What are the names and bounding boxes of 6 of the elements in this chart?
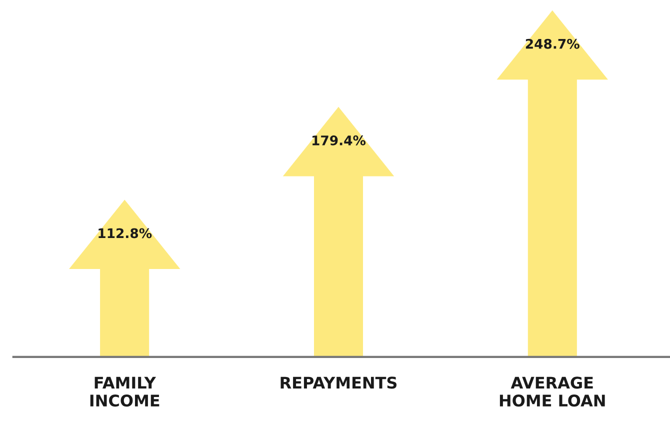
x-tick-label: FAMILY INCOME: [90, 376, 160, 407]
data-label: 248.7%: [526, 38, 580, 49]
data-label: 112.8%: [98, 228, 152, 238]
data-label: 179.4%: [312, 135, 366, 146]
x-tick-label: REPAYMENTS: [280, 376, 397, 389]
x-tick-label: AVERAGE HOME LOAN: [500, 376, 605, 407]
